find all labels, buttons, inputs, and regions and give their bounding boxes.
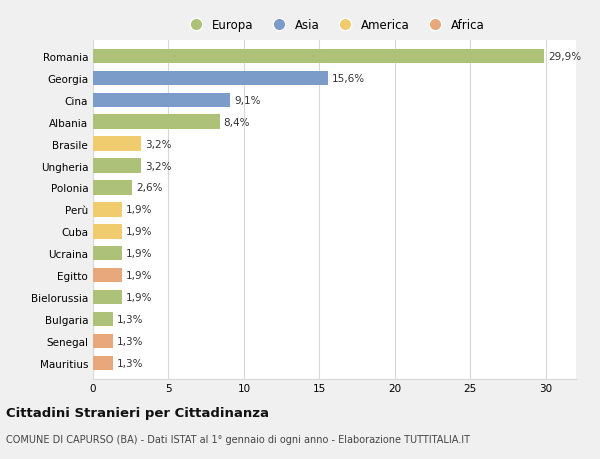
Text: 1,9%: 1,9% [125, 271, 152, 281]
Text: 3,2%: 3,2% [145, 161, 172, 171]
Text: 1,9%: 1,9% [125, 205, 152, 215]
Text: 1,9%: 1,9% [125, 249, 152, 259]
Bar [93, 181, 132, 195]
Text: 15,6%: 15,6% [332, 73, 365, 84]
Bar [93, 159, 142, 174]
Text: 8,4%: 8,4% [224, 118, 250, 127]
Bar [93, 313, 113, 327]
Bar [93, 269, 122, 283]
Text: 1,3%: 1,3% [116, 358, 143, 368]
Bar [93, 50, 544, 64]
Text: 2,6%: 2,6% [136, 183, 163, 193]
Bar [93, 203, 122, 217]
Bar [93, 72, 328, 86]
Bar [93, 246, 122, 261]
Bar [93, 115, 220, 129]
Text: Cittadini Stranieri per Cittadinanza: Cittadini Stranieri per Cittadinanza [6, 406, 269, 419]
Text: 1,9%: 1,9% [125, 227, 152, 237]
Bar [93, 93, 230, 107]
Text: 1,3%: 1,3% [116, 314, 143, 325]
Bar [93, 334, 113, 348]
Text: 1,9%: 1,9% [125, 293, 152, 302]
Bar [93, 137, 142, 151]
Legend: Europa, Asia, America, Africa: Europa, Asia, America, Africa [185, 19, 484, 32]
Bar [93, 225, 122, 239]
Text: 1,3%: 1,3% [116, 336, 143, 347]
Text: 9,1%: 9,1% [234, 95, 260, 106]
Text: 3,2%: 3,2% [145, 139, 172, 149]
Bar [93, 356, 113, 370]
Bar [93, 291, 122, 305]
Text: COMUNE DI CAPURSO (BA) - Dati ISTAT al 1° gennaio di ogni anno - Elaborazione TU: COMUNE DI CAPURSO (BA) - Dati ISTAT al 1… [6, 434, 470, 444]
Text: 29,9%: 29,9% [548, 52, 581, 62]
